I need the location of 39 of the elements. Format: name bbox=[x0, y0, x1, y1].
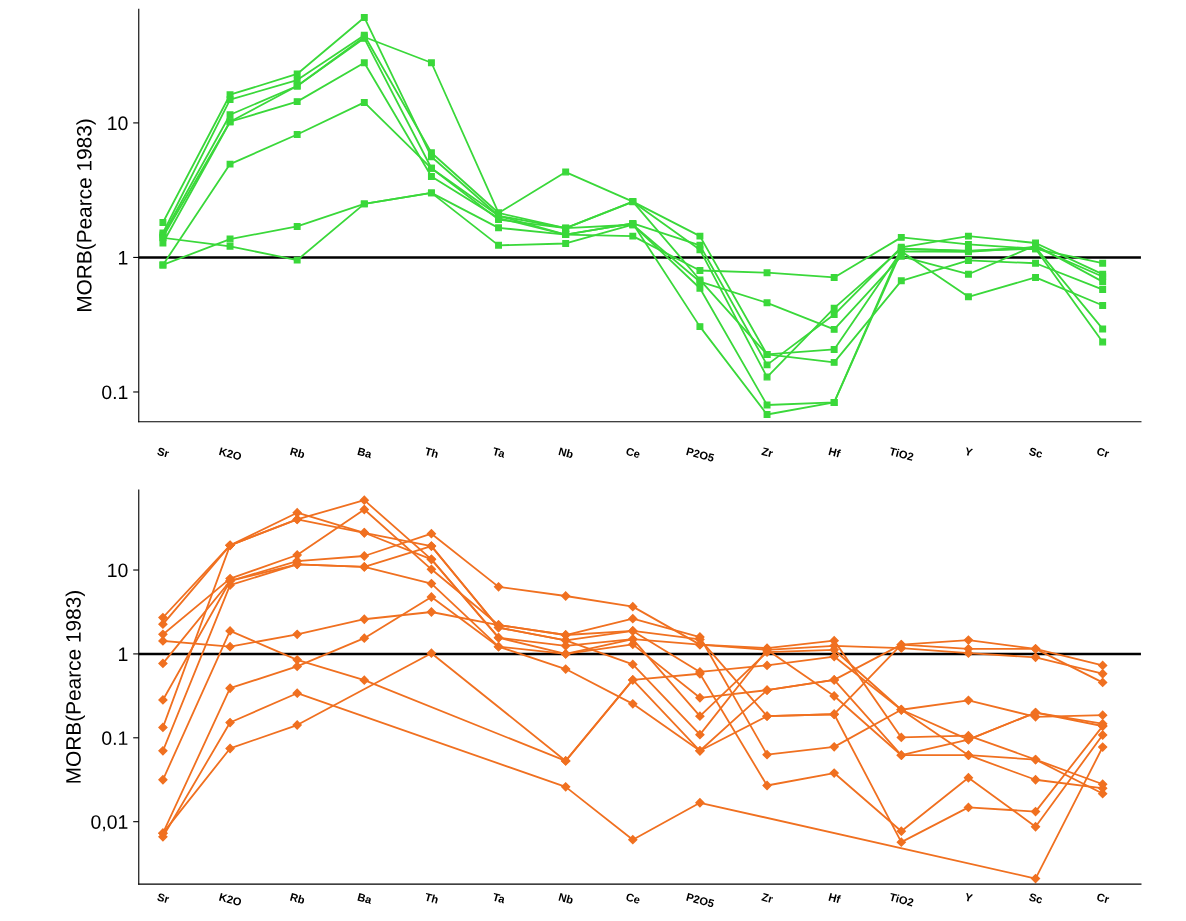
x-tick-label: Hf bbox=[828, 447, 842, 458]
x-tick-label: Zr bbox=[761, 892, 774, 904]
y-tick-label: 0.1 bbox=[102, 385, 128, 400]
x-tick-label: Ta bbox=[492, 892, 506, 904]
x-tick-label: Ta bbox=[492, 447, 506, 458]
y-axis-title: MORB(Pearce 1983) bbox=[76, 119, 96, 312]
x-tick-label: Cr bbox=[1096, 447, 1110, 458]
x-tick-label: Nb bbox=[558, 892, 574, 905]
x-tick-label: Sr bbox=[156, 892, 170, 904]
x-tick-label: Ba bbox=[357, 447, 373, 459]
y-tick-label: 1 bbox=[119, 647, 128, 661]
x-tick-label: Sc bbox=[1028, 892, 1044, 904]
x-tick-label: Th bbox=[424, 892, 439, 904]
x-tick-label: Sr bbox=[156, 447, 170, 458]
x-tick-label: Ce bbox=[625, 447, 641, 459]
x-tick-label: K2O bbox=[218, 447, 242, 461]
x-tick-label: Rb bbox=[289, 892, 306, 905]
x-tick-label: Hf bbox=[828, 892, 842, 904]
x-tick-label: P2O5 bbox=[686, 892, 715, 908]
x-tick-label: Th bbox=[424, 446, 439, 458]
x-tick-label: Ce bbox=[625, 892, 641, 904]
y-tick-label: 0.1 bbox=[102, 731, 128, 746]
x-tick-label: Y bbox=[964, 892, 974, 903]
y-tick-label: 10 bbox=[108, 563, 128, 578]
x-tick-label: K2O bbox=[218, 892, 242, 907]
y-axis-title: MORB(Pearce 1983) bbox=[65, 591, 85, 783]
x-tick-label: TiO2 bbox=[888, 892, 915, 907]
x-tick-label: Nb bbox=[558, 447, 574, 459]
x-tick-label: TiO2 bbox=[888, 446, 915, 461]
x-tick-label: P2O5 bbox=[686, 447, 715, 462]
x-tick-label: Sc bbox=[1028, 447, 1044, 459]
y-tick-label: 1 bbox=[119, 251, 128, 265]
x-tick-label: Ba bbox=[357, 893, 373, 905]
x-tick-label: Zr bbox=[761, 447, 774, 458]
y-tick-label: 10 bbox=[108, 116, 128, 131]
x-tick-label: Rb bbox=[289, 447, 306, 459]
x-tick-label: Cr bbox=[1096, 892, 1110, 904]
y-tick-label: 0,01 bbox=[91, 815, 128, 832]
x-tick-label: Y bbox=[964, 447, 974, 457]
